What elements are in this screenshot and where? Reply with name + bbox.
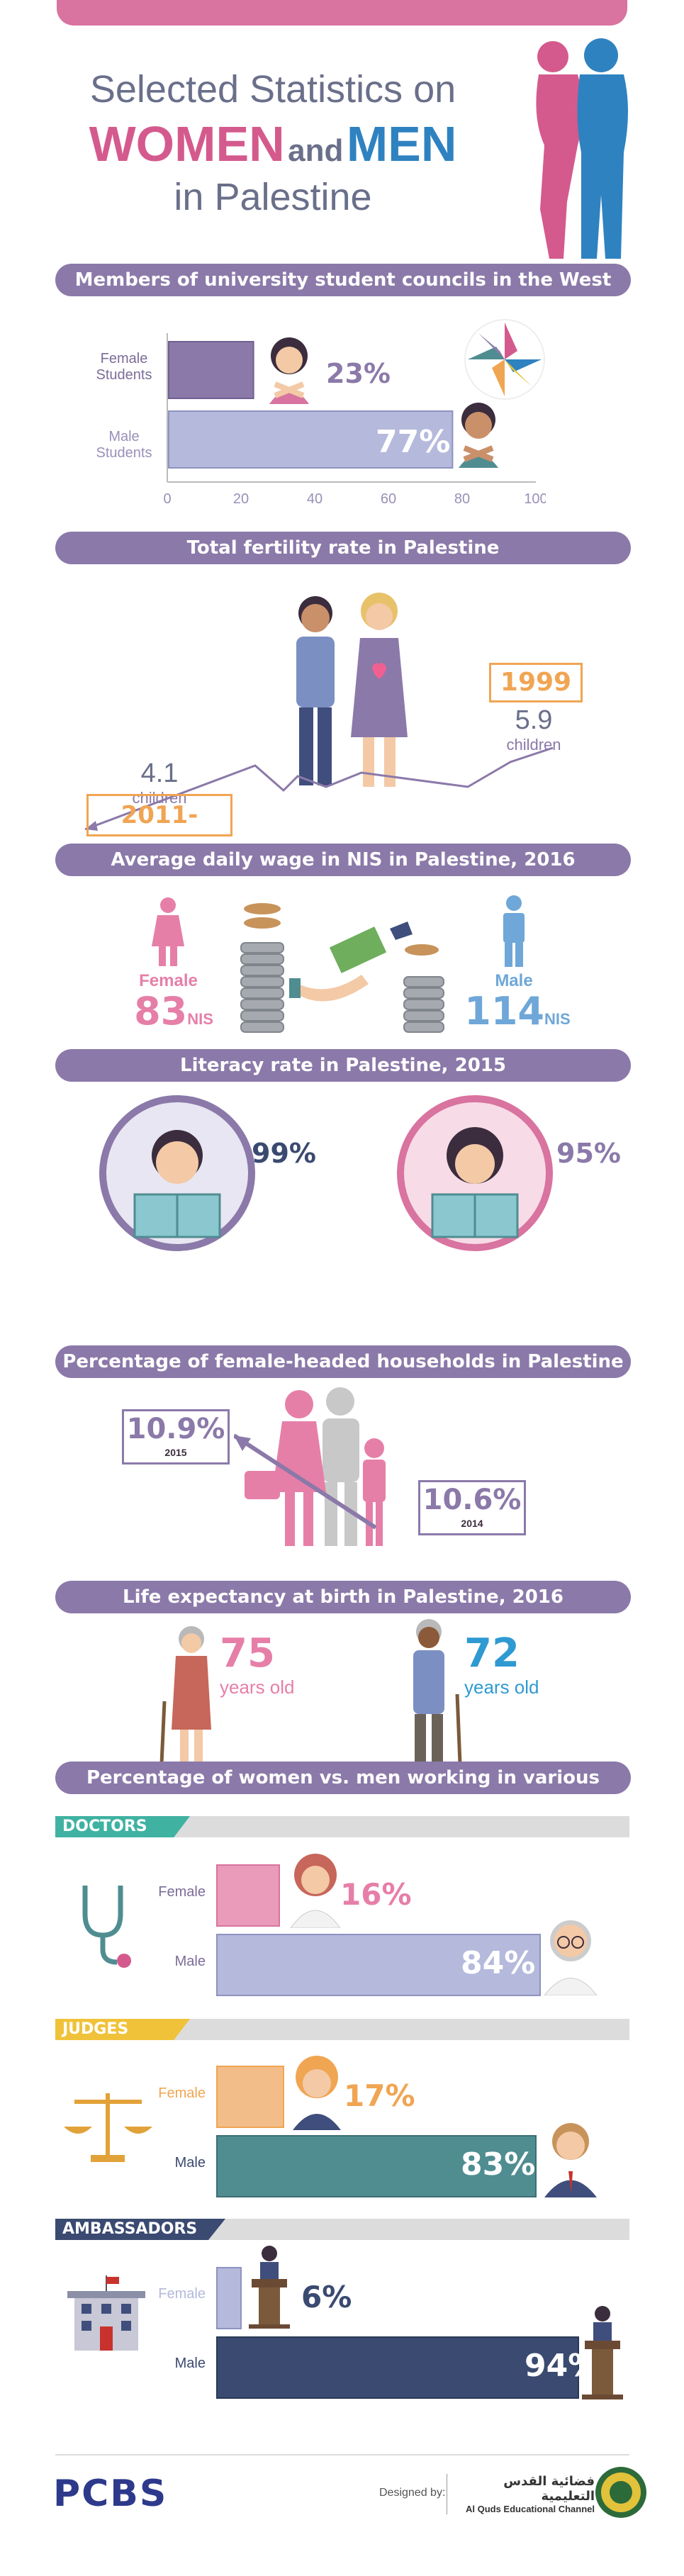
doctors-female-bar <box>216 1864 281 1927</box>
section-title-households: Percentage of female-headed households i… <box>55 1345 631 1378</box>
life-female-value: 75 years old <box>220 1630 295 1698</box>
wage-female-label: Female <box>139 971 198 990</box>
channel-emblem-icon <box>595 2467 646 2518</box>
title-and: and <box>288 133 344 168</box>
wage-male-label: Male <box>495 971 533 990</box>
title-women: WOMEN <box>89 116 285 172</box>
stethoscope-icon <box>82 1886 131 1968</box>
doctors-male-label: Male <box>174 1954 206 1969</box>
judges-tab: JUDGES <box>55 2019 190 2040</box>
male-doctor-icon <box>544 1920 598 1995</box>
female-student-icon <box>269 337 309 404</box>
female-ambassador-podium-icon <box>249 2246 290 2329</box>
councils-male-bar <box>168 410 454 469</box>
doctors-male-pct: 84% <box>461 1945 536 1981</box>
councils-axis-tick: 40 <box>307 491 323 507</box>
fertility-1999-value: 5.9 children <box>506 705 561 754</box>
fertility-year-1999: 1999 <box>500 668 572 697</box>
title-line-1: Selected Statistics on <box>89 68 456 111</box>
designed-by-label: Designed by: <box>379 2487 446 2499</box>
literacy-female-pct: 95% <box>556 1138 621 1169</box>
judges-male-label: Male <box>174 2155 206 2171</box>
judges-female-pct: 17% <box>344 2078 415 2113</box>
judges-strip: JUDGES <box>55 2019 629 2040</box>
section-title-councils: Members of university student councils i… <box>55 264 631 323</box>
male-icon <box>503 895 525 967</box>
judges-male-pct: 83% <box>461 2146 536 2183</box>
female-doctor-icon <box>290 1854 341 1928</box>
ambassadors-male-label: Male <box>174 2356 206 2371</box>
pcbs-logo: PCBS <box>53 2473 168 2515</box>
councils-chart: 0 20 40 60 80 100 <box>163 333 546 507</box>
channel-name: فضائية القدس التعليمية Al Quds Education… <box>447 2474 595 2514</box>
section-title-fields: Percentage of women vs. men working in v… <box>55 1762 631 1821</box>
title-line-3: in Palestine <box>174 176 372 218</box>
councils-axis-tick: 100 <box>524 491 546 507</box>
literacy-male-pct: 99% <box>252 1138 316 1169</box>
title-men: MEN <box>346 116 457 172</box>
ambassadors-strip: AMBASSADORS <box>55 2219 629 2240</box>
councils-axis-tick: 0 <box>163 491 171 507</box>
scales-of-justice-icon <box>64 2093 152 2162</box>
doctors-female-pct: 16% <box>340 1877 412 1912</box>
couple-silhouette-icon <box>536 38 628 259</box>
section-title-wage: Average daily wage in NIS in Palestine, … <box>55 844 631 876</box>
page-title: Selected Statistics on WOMEN and MEN in … <box>43 67 503 219</box>
council-hands-icon <box>464 319 545 400</box>
households-2015-box: 10.9% 2015 <box>122 1409 230 1465</box>
male-ambassador-podium-icon <box>582 2306 623 2399</box>
councils-axis-tick: 80 <box>454 491 470 507</box>
section-title-literacy: Literacy rate in Palestine, 2015 <box>55 1049 631 1082</box>
ambassadors-female-label: Female <box>158 2286 206 2302</box>
male-judge-icon <box>544 2123 597 2197</box>
family-icon <box>234 1387 386 1546</box>
ambassadors-male-bar <box>216 2336 579 2399</box>
life-male-value: 72 years old <box>464 1630 539 1698</box>
fertility-1999-box: 1999 <box>489 663 583 702</box>
doctors-strip: DOCTORS <box>55 1816 629 1837</box>
fertility-recent-value: 4.1 children <box>132 758 187 807</box>
fertility-recent-box: 2011-2013 <box>86 794 232 873</box>
doctors-male-bar <box>216 1934 541 1996</box>
ambassadors-female-bar <box>216 2267 242 2329</box>
elderly-woman-icon <box>159 1626 211 1764</box>
councils-female-pct: 23% <box>326 358 391 389</box>
judges-female-bar <box>216 2066 284 2128</box>
ambassadors-tab: AMBASSADORS <box>55 2219 225 2240</box>
female-reader-icon <box>397 1095 553 1251</box>
councils-axis-tick: 20 <box>233 491 249 507</box>
section-title-life: Life expectancy at birth in Palestine, 2… <box>55 1581 631 1613</box>
councils-axis-tick: 60 <box>381 491 396 507</box>
embassy-building-icon <box>67 2275 145 2351</box>
fertility-graphic <box>84 593 554 831</box>
female-icon <box>152 897 184 966</box>
councils-female-bar <box>168 341 254 399</box>
ambassadors-male-pct: 94% <box>525 2348 600 2384</box>
judges-female-label: Female <box>158 2085 206 2101</box>
male-reader-icon <box>99 1095 255 1251</box>
coins-money-icon <box>240 903 444 1033</box>
councils-male-label: Male Students <box>96 429 152 461</box>
judges-male-bar <box>216 2135 537 2197</box>
female-judge-icon <box>293 2056 341 2130</box>
councils-male-pct: 77% <box>376 424 451 460</box>
wage-male-value: 114NIS <box>464 989 571 1034</box>
councils-female-label: Female Students <box>96 351 152 383</box>
top-tab <box>57 0 627 26</box>
households-2014-box: 10.6% 2014 <box>418 1480 526 1535</box>
doctors-tab: DOCTORS <box>55 1816 190 1837</box>
elderly-man-icon <box>413 1619 462 1764</box>
section-title-fertility: Total fertility rate in Palestine <box>55 532 631 564</box>
footer-divider <box>55 2454 629 2455</box>
ambassadors-female-pct: 6% <box>301 2280 352 2314</box>
doctors-female-label: Female <box>158 1884 206 1900</box>
wage-female-value: 83NIS <box>134 989 213 1034</box>
male-student-icon <box>459 403 498 468</box>
